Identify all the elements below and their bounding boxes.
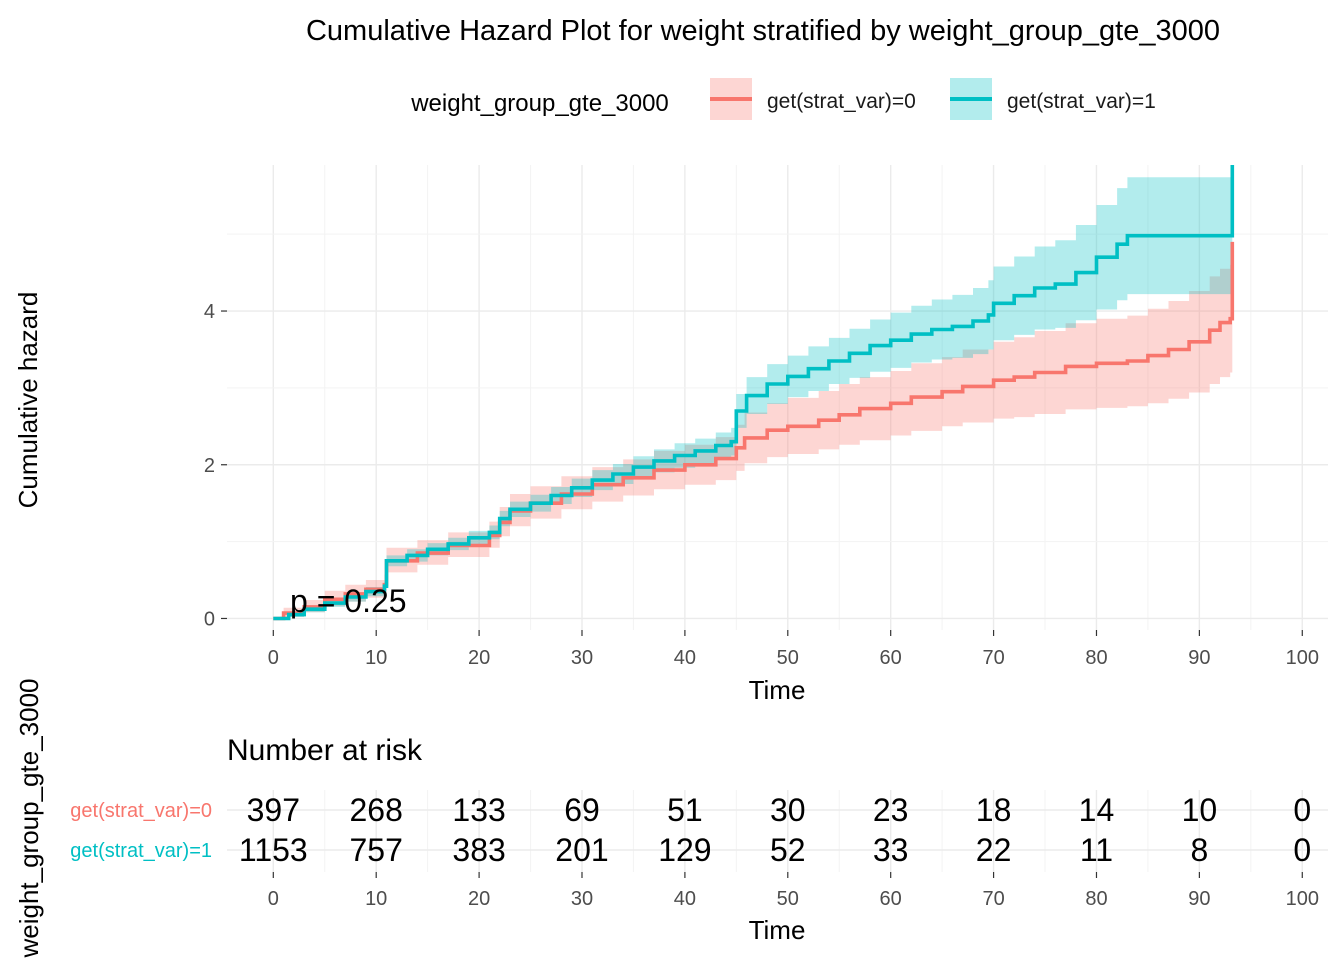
risk-table-grid (227, 790, 1328, 872)
risk-row-label-0: get(strat_var)=0 (70, 800, 212, 822)
y-tick-label: 4 (204, 301, 215, 323)
risk-count-cell: 268 (350, 792, 403, 828)
risk-count-cell: 397 (247, 792, 300, 828)
confidence-band-0 (273, 264, 1233, 619)
risk-row-label-1: get(strat_var)=1 (70, 840, 212, 862)
risk-x-tick-label: 70 (982, 888, 1004, 910)
risk-count-cell: 18 (976, 792, 1012, 828)
risk-count-cell: 30 (770, 792, 806, 828)
risk-count-cell: 383 (452, 832, 505, 868)
hazard-lines (273, 165, 1235, 621)
risk-count-cell: 1153 (239, 832, 308, 868)
y-tick-label: 2 (204, 455, 215, 477)
risk-count-cell: 33 (873, 832, 909, 868)
x-tick-label: 50 (777, 647, 799, 669)
x-tick-label: 70 (982, 647, 1004, 669)
risk-table-title: Number at risk (227, 734, 423, 767)
risk-count-cell: 201 (555, 832, 608, 868)
risk-table-row-labels: get(strat_var)=0 get(strat_var)=1 (70, 800, 212, 862)
y-axis-label: Cumulative hazard (13, 292, 43, 509)
risk-count-cell: 8 (1190, 832, 1208, 868)
risk-count-cell: 51 (667, 792, 703, 828)
risk-count-cell: 0 (1293, 832, 1311, 868)
x-axis-label: Time (749, 675, 806, 705)
p-value-annotation: p = 0.25 (290, 583, 407, 619)
x-tick-label: 80 (1085, 647, 1107, 669)
risk-x-tick-label: 40 (674, 888, 696, 910)
y-axis-ticks: 0 2 4 (204, 301, 227, 630)
risk-count-cell: 129 (658, 832, 711, 868)
x-tick-label: 60 (880, 647, 902, 669)
x-tick-label: 40 (674, 647, 696, 669)
risk-table-x-ticks: 0 10 20 30 40 50 60 70 80 90 100 (268, 872, 1319, 910)
legend: weight_group_gte_3000 get(strat_var)=0 g… (410, 78, 1156, 120)
risk-x-tick-label: 90 (1188, 888, 1210, 910)
x-tick-label: 0 (268, 647, 279, 669)
x-axis-ticks: 0 10 20 30 40 50 60 70 80 90 100 (268, 630, 1319, 669)
risk-x-tick-label: 20 (468, 888, 490, 910)
risk-count-cell: 11 (1080, 832, 1113, 868)
x-tick-label: 30 (571, 647, 593, 669)
risk-x-tick-label: 50 (777, 888, 799, 910)
legend-entry-1: get(strat_var)=1 (1007, 90, 1156, 113)
risk-x-tick-label: 10 (365, 888, 387, 910)
risk-x-tick-label: 60 (880, 888, 902, 910)
y-tick-label: 0 (204, 608, 215, 630)
risk-count-cell: 0 (1293, 792, 1311, 828)
main-grid (227, 165, 1328, 630)
x-tick-label: 20 (468, 647, 490, 669)
risk-count-cell: 133 (452, 792, 505, 828)
risk-table-cells: 397 268 133 69 51 30 23 18 14 10 0 1153 757 383 201 129… (239, 792, 1311, 868)
risk-count-cell: 22 (976, 832, 1012, 868)
hazard-line-1 (273, 165, 1235, 621)
risk-count-cell: 757 (350, 832, 403, 868)
legend-entry-0: get(strat_var)=0 (767, 90, 916, 113)
risk-x-tick-label: 30 (571, 888, 593, 910)
chart-title: Cumulative Hazard Plot for weight strati… (306, 15, 1220, 47)
legend-title: weight_group_gte_3000 (410, 90, 669, 117)
risk-count-cell: 10 (1182, 792, 1218, 828)
risk-x-tick-label: 0 (268, 888, 279, 910)
risk-count-cell: 23 (873, 792, 909, 828)
x-tick-label: 90 (1188, 647, 1210, 669)
risk-table-y-label: weight_group_gte_3000 (14, 678, 44, 958)
risk-x-tick-label: 80 (1085, 888, 1107, 910)
x-tick-label: 100 (1286, 647, 1319, 669)
risk-count-cell: 69 (564, 792, 600, 828)
x-tick-label: 10 (365, 647, 387, 669)
risk-x-tick-label: 100 (1286, 888, 1319, 910)
risk-count-cell: 14 (1079, 792, 1115, 828)
risk-count-cell: 52 (770, 832, 806, 868)
risk-table-x-label: Time (749, 915, 806, 945)
